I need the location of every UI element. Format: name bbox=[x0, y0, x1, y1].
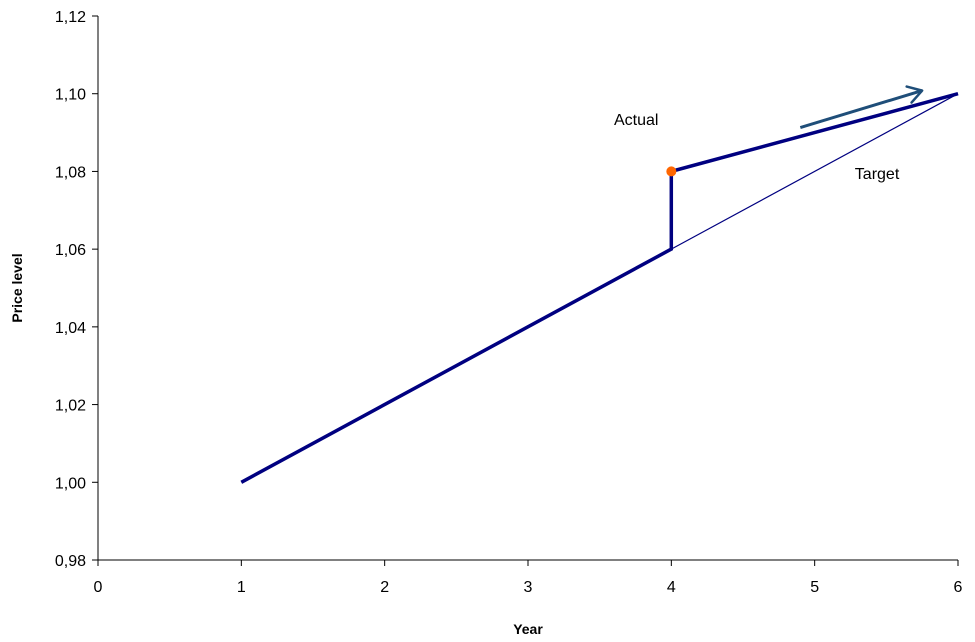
y-tick-label: 1,10 bbox=[55, 87, 86, 104]
y-axis-title: Price level bbox=[9, 253, 25, 322]
y-tick-label: 1,12 bbox=[55, 9, 86, 26]
x-axis-ticks: 0 1 2 3 4 5 6 bbox=[94, 560, 963, 596]
y-axis-ticks: 0,98 1,00 1,02 1,04 1,06 1,08 1,10 1,12 bbox=[55, 9, 98, 570]
x-axis-title: Year bbox=[513, 621, 543, 637]
annotation-target: Target bbox=[855, 166, 900, 183]
y-tick-label: 1,00 bbox=[55, 475, 86, 492]
y-tick-label: 0,98 bbox=[55, 553, 86, 570]
annotation-layer: Actual Target bbox=[614, 112, 900, 183]
x-tick-label: 1 bbox=[237, 579, 246, 596]
axes bbox=[97, 16, 958, 561]
x-tick-label: 6 bbox=[954, 579, 963, 596]
highlight-point bbox=[666, 166, 677, 177]
x-tick-label: 5 bbox=[810, 579, 819, 596]
series-line-target bbox=[671, 93, 959, 250]
direction-arrow-shaft bbox=[799, 89, 923, 129]
y-tick-label: 1,04 bbox=[55, 320, 86, 337]
series-layer bbox=[240, 92, 959, 484]
y-tick-label: 1,06 bbox=[55, 242, 86, 259]
marker-layer bbox=[666, 166, 677, 177]
x-tick-label: 2 bbox=[380, 579, 389, 596]
y-tick-label: 1,08 bbox=[55, 164, 86, 181]
x-tick-label: 3 bbox=[524, 579, 533, 596]
series-line-actual bbox=[240, 92, 959, 484]
arrow-layer bbox=[799, 85, 924, 129]
x-tick-label: 4 bbox=[667, 579, 676, 596]
annotation-actual: Actual bbox=[614, 112, 658, 129]
direction-arrow-head bbox=[905, 85, 924, 104]
x-tick-label: 0 bbox=[94, 579, 103, 596]
y-tick-label: 1,02 bbox=[55, 398, 86, 415]
